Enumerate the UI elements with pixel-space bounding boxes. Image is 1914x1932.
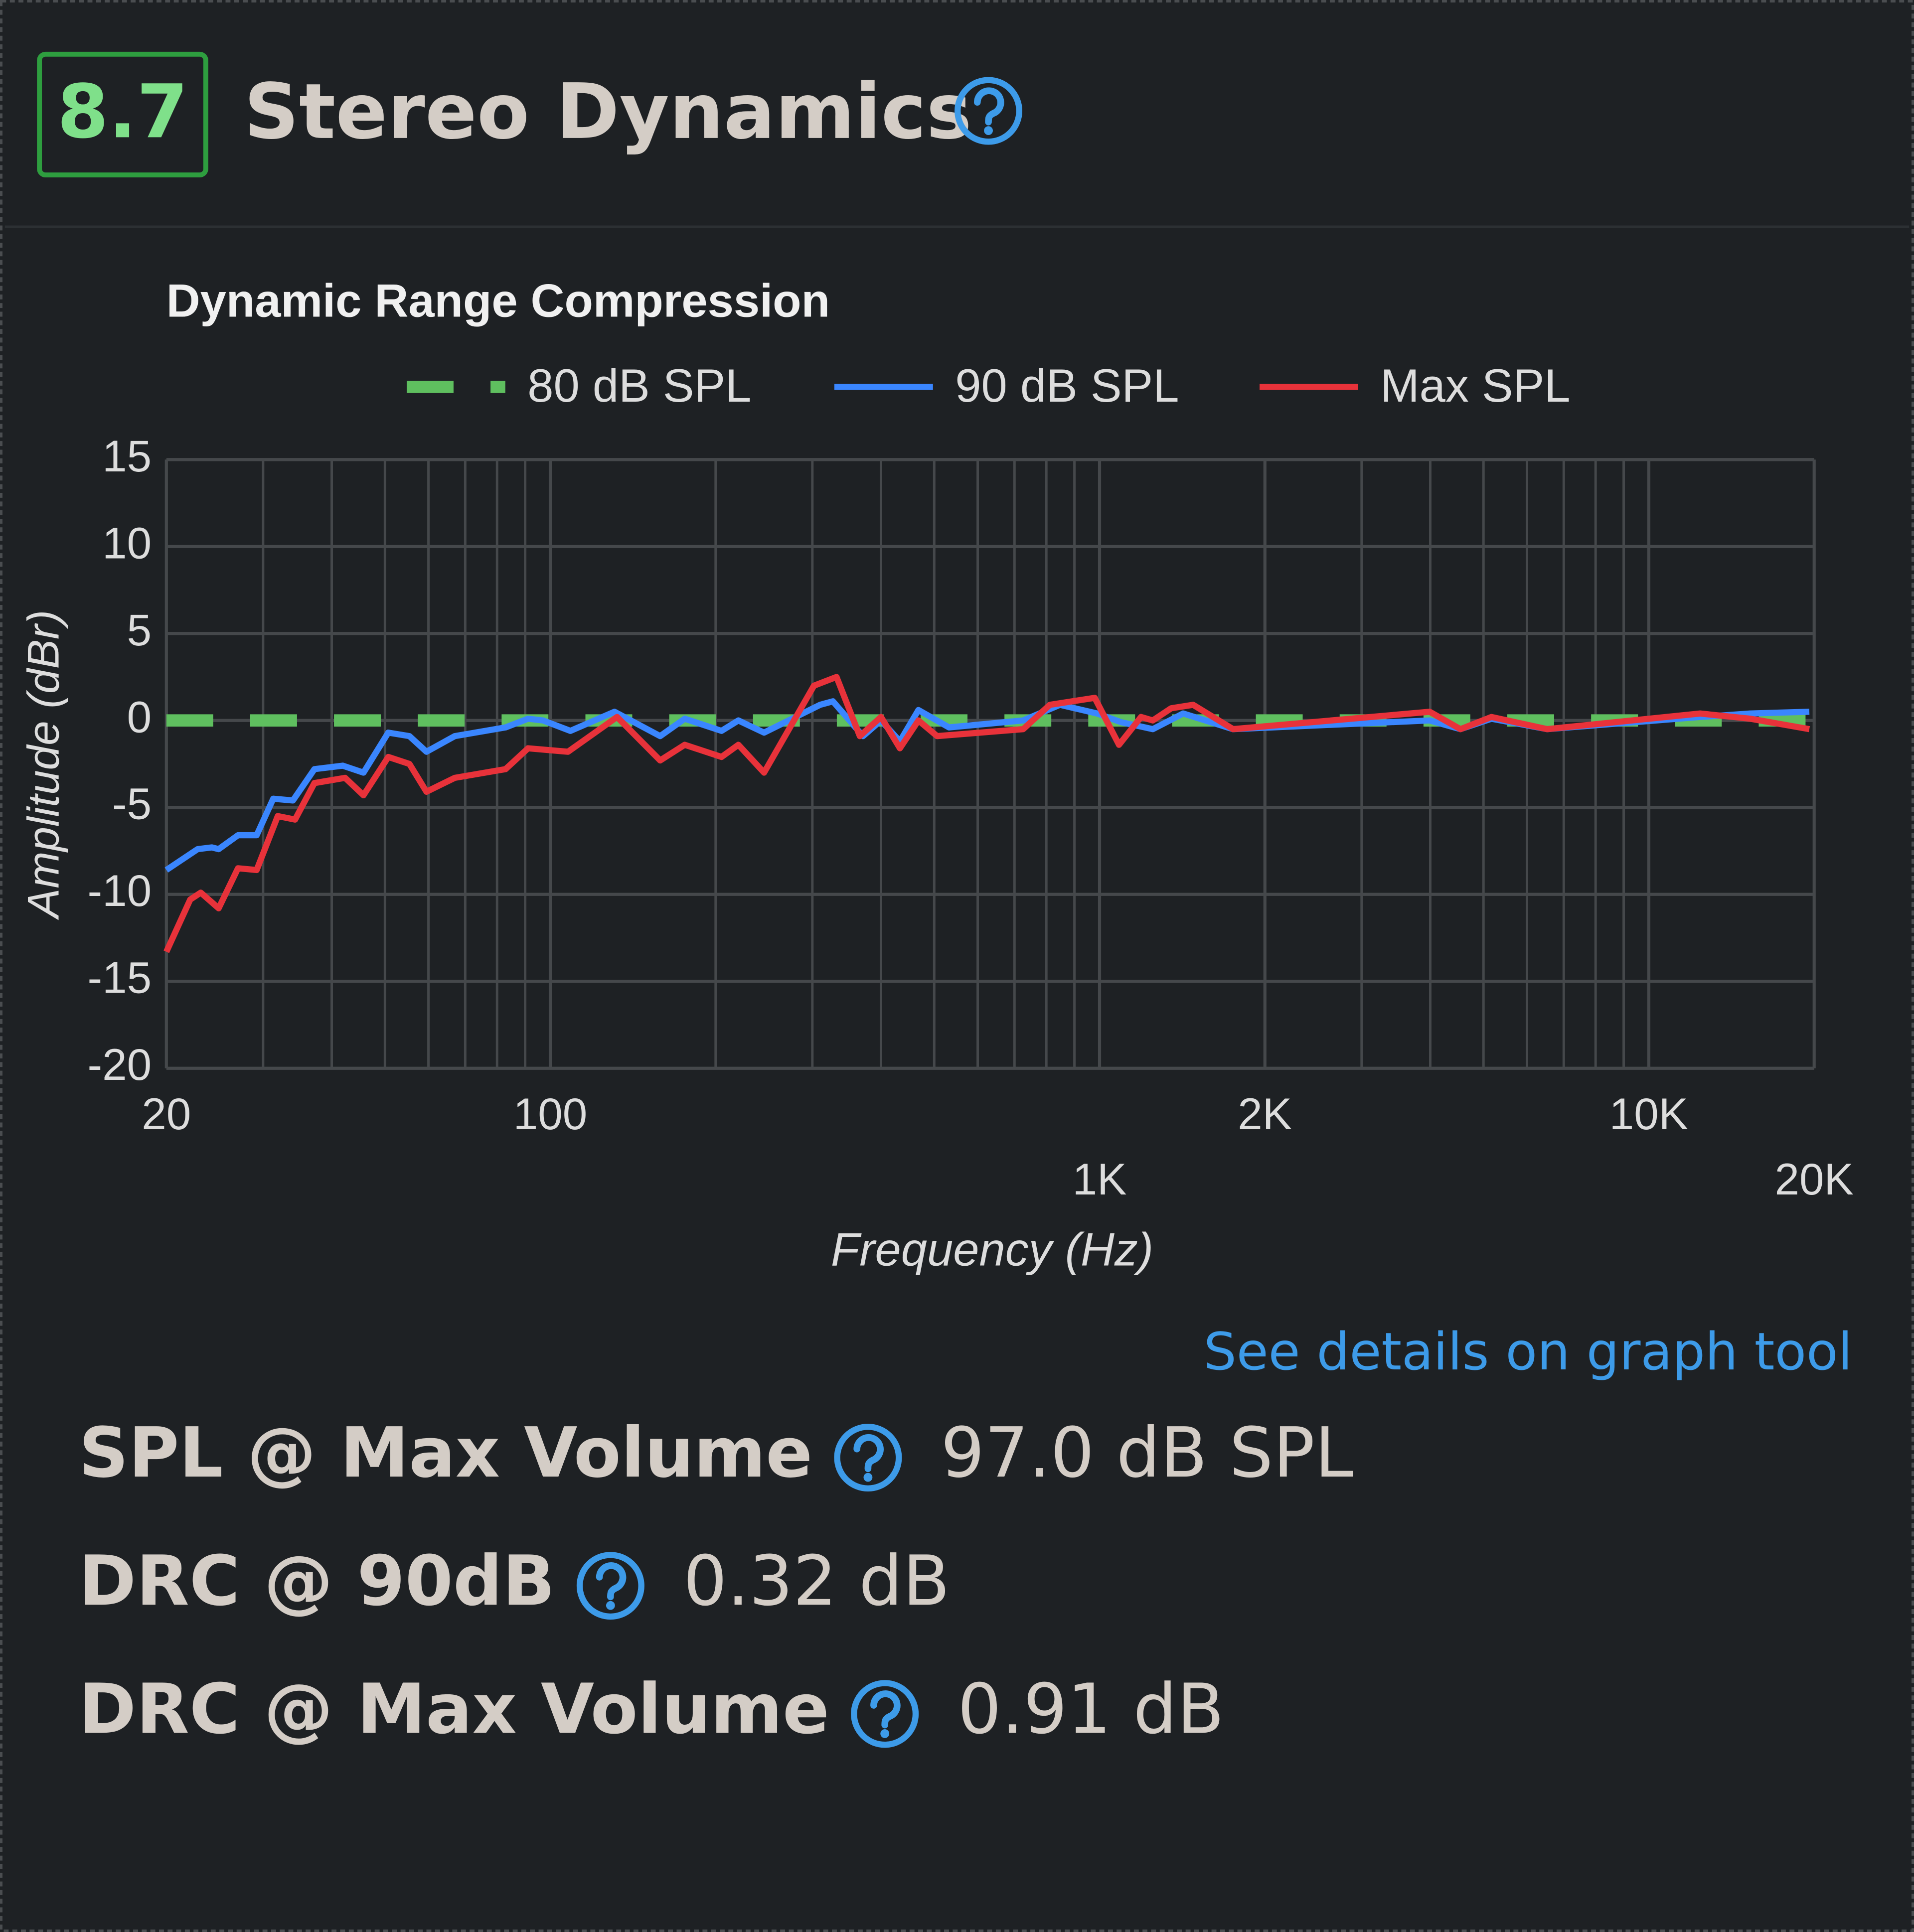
x-tick-label: 100	[513, 1089, 588, 1139]
y-tick-label: 15	[102, 431, 152, 481]
x-tick-label: 2K	[1238, 1089, 1292, 1139]
score: 8.7	[57, 68, 188, 154]
metric-label: DRC @ Max Volume	[79, 1668, 829, 1749]
metric-value: 0.91 dB	[957, 1668, 1224, 1749]
y-tick-label: 10	[102, 518, 152, 568]
metric-value: 0.32 dB	[683, 1540, 950, 1621]
graph-tool-link[interactable]: See details on graph tool	[1204, 1322, 1852, 1382]
y-tick-label: -15	[87, 953, 152, 1003]
x-tick-label: 10K	[1609, 1089, 1688, 1139]
y-tick-label: -10	[87, 866, 152, 915]
y-axis-label: Amplitude (dBr)	[18, 610, 68, 920]
y-tick-label: 5	[127, 605, 152, 655]
section-title: Stereo Dynamics	[244, 68, 972, 156]
x-tick-label: 1K	[1073, 1154, 1127, 1204]
score-box	[37, 51, 208, 178]
y-tick-label: -5	[112, 779, 152, 829]
legend-label: 90 dB SPL	[955, 359, 1179, 412]
metric-label: DRC @ 90dB	[79, 1540, 555, 1621]
legend-label: 80 dB SPL	[527, 359, 751, 412]
y-tick-label: 0	[127, 692, 152, 742]
series-line	[163, 674, 1810, 953]
x-tick-label: 20	[142, 1089, 191, 1139]
legend-label: Max SPL	[1380, 359, 1570, 412]
y-tick-label: -20	[87, 1040, 152, 1089]
x-tick-label: 20K	[1775, 1154, 1854, 1204]
x-axis-label: Frequency (Hz)	[831, 1223, 1153, 1275]
series-line	[164, 698, 1810, 873]
chart-title: Dynamic Range Compression	[166, 275, 830, 327]
metric-label: SPL @ Max Volume	[79, 1412, 812, 1493]
metric-value: 97.0 dB SPL	[941, 1412, 1353, 1493]
